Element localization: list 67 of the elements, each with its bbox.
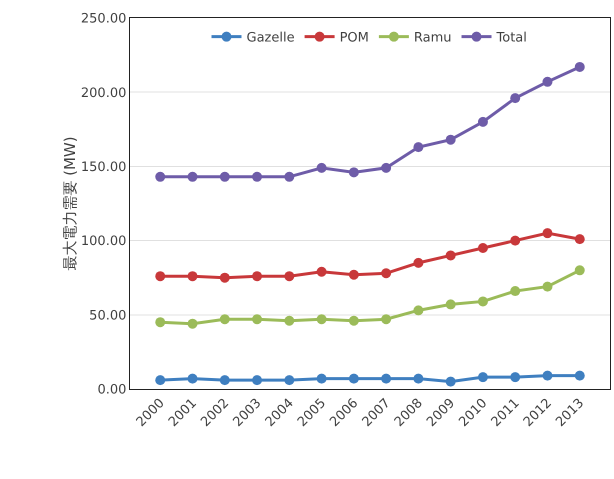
- point: [510, 93, 520, 104]
- point: [316, 162, 327, 173]
- point: [316, 314, 327, 324]
- point: [252, 314, 262, 324]
- point: [155, 172, 166, 182]
- y-tick-label: 200.00: [80, 86, 126, 101]
- point: [252, 271, 262, 282]
- point: [188, 318, 198, 329]
- point: [284, 172, 294, 182]
- point: [252, 172, 262, 182]
- point: [574, 234, 585, 244]
- point: [220, 272, 230, 283]
- point: [155, 317, 166, 328]
- point: [381, 268, 392, 278]
- y-tick-label: 100.00: [80, 234, 126, 250]
- point: [446, 250, 456, 260]
- point: [510, 372, 520, 382]
- point: [348, 374, 359, 384]
- point: [413, 374, 424, 384]
- point: [574, 265, 585, 276]
- point: [188, 271, 198, 282]
- point: [446, 134, 456, 145]
- y-axis-title: 最大電力需要 (MW): [60, 136, 79, 271]
- point: [316, 374, 327, 384]
- point: [510, 236, 520, 246]
- point: [348, 316, 359, 326]
- y-tick-label: 250.00: [80, 12, 126, 27]
- legend-label: Total: [496, 30, 527, 46]
- point: [220, 375, 230, 386]
- point: [252, 375, 262, 386]
- point: [574, 62, 585, 72]
- point: [478, 116, 488, 127]
- point: [413, 305, 424, 316]
- y-tick-label: 0.00: [97, 382, 126, 398]
- point: [510, 286, 520, 296]
- point: [381, 374, 392, 384]
- legend-label: Gazelle: [246, 30, 295, 46]
- point: [542, 228, 552, 238]
- point: [348, 270, 359, 280]
- legend-label: POM: [340, 30, 369, 46]
- point: [284, 375, 294, 386]
- point: [413, 142, 424, 152]
- point: [446, 376, 456, 387]
- point: [188, 172, 198, 182]
- point: [155, 375, 166, 386]
- point: [348, 167, 359, 178]
- point: [478, 372, 488, 382]
- point: [478, 243, 488, 254]
- y-tick-label: 150.00: [80, 160, 126, 175]
- point: [381, 314, 392, 324]
- point: [413, 258, 424, 268]
- point: [220, 314, 230, 324]
- point: [155, 271, 166, 282]
- point: [542, 370, 552, 381]
- point: [478, 296, 488, 306]
- point: [220, 172, 230, 182]
- point: [381, 162, 392, 173]
- y-tick-label: 50.00: [89, 308, 126, 324]
- point: [446, 299, 456, 310]
- point: [316, 266, 327, 277]
- point: [284, 316, 294, 326]
- point: [542, 76, 552, 87]
- legend-label: Ramu: [414, 30, 452, 46]
- point: [284, 271, 294, 282]
- point: [188, 374, 198, 384]
- point: [574, 370, 585, 381]
- point: [542, 282, 552, 292]
